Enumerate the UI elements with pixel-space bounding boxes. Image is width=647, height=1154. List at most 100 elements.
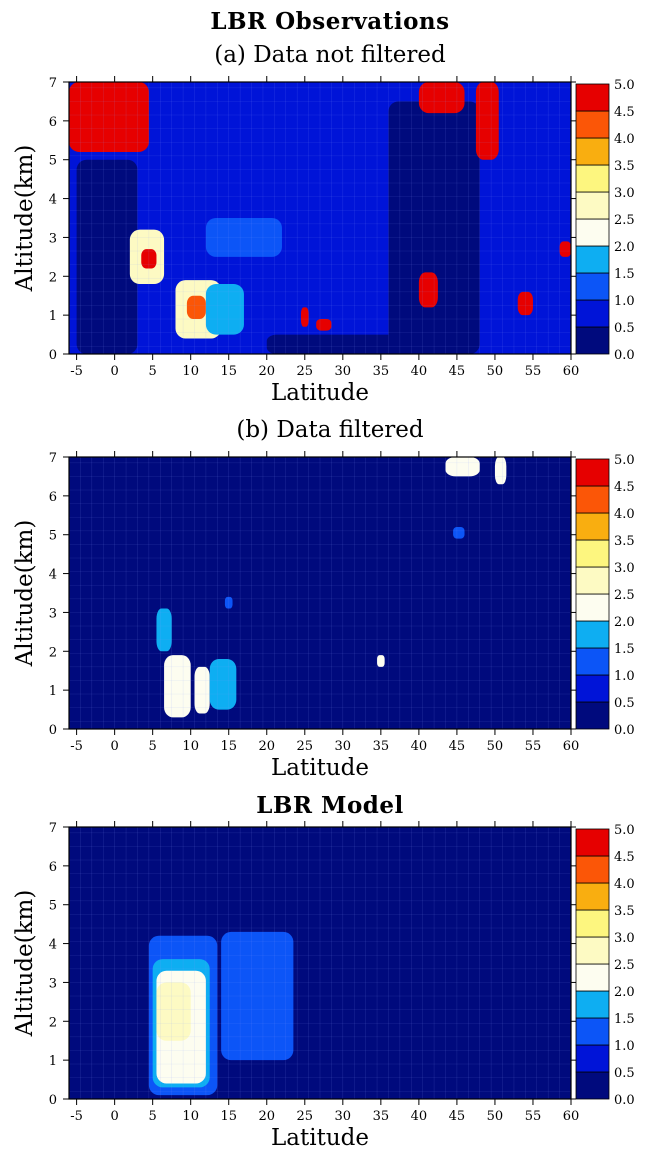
contour-region — [316, 319, 332, 331]
y-tick-label: 5 — [49, 899, 57, 914]
x-tick-label: 20 — [258, 364, 275, 379]
x-tick-label: 25 — [297, 739, 314, 754]
x-tick-label: 60 — [563, 364, 580, 379]
x-tick-label: 60 — [563, 1109, 580, 1124]
colorbar-swatch — [575, 674, 610, 703]
contour-region — [377, 655, 385, 667]
y-tick-label: 3 — [49, 976, 57, 991]
x-tick-label: 40 — [411, 364, 428, 379]
colorbar-label: 2.0 — [614, 985, 635, 1000]
colorbar-label: 4.5 — [614, 480, 635, 495]
y-tick-label: 6 — [49, 490, 57, 505]
x-tick-label: 5 — [149, 1109, 157, 1124]
colorbar-label: 2.5 — [614, 213, 635, 228]
colorbar-label: 1.5 — [614, 267, 635, 282]
x-tick-label: 15 — [220, 739, 237, 754]
colorbar-swatch — [575, 245, 610, 274]
contour-region — [69, 82, 149, 152]
colorbar-swatch — [575, 963, 610, 992]
colorbar-label: 4.0 — [614, 132, 635, 147]
colorbar-swatch — [575, 620, 610, 649]
y-tick-label: 1 — [49, 684, 57, 699]
colorbar-swatch — [575, 882, 610, 911]
contour-region — [76, 159, 138, 354]
colorbar-label: 1.0 — [614, 1039, 635, 1054]
y-tick-label: 7 — [49, 451, 57, 466]
colorbar-swatch — [575, 191, 610, 220]
plot-area — [69, 457, 571, 729]
plot-frame — [68, 81, 572, 355]
x-tick-label: 10 — [182, 1109, 199, 1124]
colorbar-swatch — [575, 272, 610, 301]
x-tick-label: 40 — [411, 739, 428, 754]
contour-region — [186, 295, 206, 320]
contour-region — [99, 82, 127, 110]
x-axis-label: Latitude — [271, 380, 369, 406]
x-tick-label: 40 — [411, 1109, 428, 1124]
colorbar-label: 0.5 — [614, 1066, 635, 1081]
x-tick-label: 30 — [335, 364, 352, 379]
plot-area — [69, 827, 571, 1099]
y-tick-label: 1 — [49, 1054, 57, 1069]
colorbar-label: 1.0 — [614, 294, 635, 309]
colorbar-label: 4.5 — [614, 105, 635, 120]
plot-frame — [68, 826, 572, 1100]
colorbar-swatch — [575, 326, 610, 355]
y-tick-label: 2 — [49, 270, 57, 285]
y-tick-label: 4 — [49, 938, 57, 953]
colorbar-label: 0.5 — [614, 696, 635, 711]
colorbar-swatch — [575, 1071, 610, 1100]
colorbar-label: 2.5 — [614, 958, 635, 973]
contour-region — [156, 982, 191, 1041]
colorbar-label: 3.0 — [614, 561, 635, 576]
colorbar-swatch — [575, 828, 610, 857]
contour-region — [517, 291, 533, 316]
x-axis-label: Latitude — [271, 755, 369, 781]
colorbar-swatch — [575, 1044, 610, 1073]
colorbar-label: 1.0 — [614, 669, 635, 684]
y-tick-label: 4 — [49, 568, 57, 583]
x-tick-label: 60 — [563, 739, 580, 754]
colorbar-label: 2.0 — [614, 240, 635, 255]
contour-region — [224, 596, 233, 609]
x-tick-label: 45 — [449, 364, 466, 379]
colorbar-label: 2.5 — [614, 588, 635, 603]
x-tick-label: 25 — [297, 364, 314, 379]
y-tick-label: 5 — [49, 154, 57, 169]
x-tick-label: 55 — [525, 364, 542, 379]
y-tick-label: 1 — [49, 309, 57, 324]
y-tick-label: 6 — [49, 860, 57, 875]
colorbar-swatch — [575, 539, 610, 568]
x-tick-label: 5 — [149, 739, 157, 754]
x-tick-label: 50 — [487, 739, 504, 754]
contour-region — [300, 307, 309, 327]
chart-panel-2: -5 0 5 10 15 20 25 30 35 40 45 50 55 6001234567Latitu… — [12, 451, 635, 781]
contour-region — [156, 608, 172, 652]
y-tick-label: 0 — [49, 723, 57, 738]
colorbar-label: 4.5 — [614, 850, 635, 865]
colorbar-swatch — [575, 512, 610, 541]
x-tick-label: 30 — [335, 1109, 352, 1124]
x-tick-label: 35 — [373, 739, 390, 754]
x-axis-label: Latitude — [271, 1125, 369, 1151]
contour-region — [475, 82, 499, 160]
y-axis-label: Altitude(km) — [12, 890, 38, 1038]
colorbar-label: 0.0 — [614, 348, 635, 363]
y-tick-label: 3 — [49, 231, 57, 246]
x-tick-label: -5 — [70, 1109, 83, 1124]
colorbar-label: 3.5 — [614, 534, 635, 549]
colorbar-swatch — [575, 701, 610, 730]
contour-region — [164, 655, 191, 718]
contour-region — [221, 931, 294, 1061]
colorbar-label: 1.5 — [614, 642, 635, 657]
colorbar-swatch — [575, 936, 610, 965]
colorbar-label: 0.5 — [614, 321, 635, 336]
colorbar-swatch — [575, 218, 610, 247]
y-tick-label: 5 — [49, 529, 57, 544]
x-tick-label: 5 — [149, 364, 157, 379]
contour-region — [266, 334, 404, 354]
colorbar-label: 2.0 — [614, 615, 635, 630]
colorbar-label: 5.0 — [614, 78, 635, 93]
colorbar-label: 5.0 — [614, 823, 635, 838]
colorbar-swatch — [575, 566, 610, 595]
